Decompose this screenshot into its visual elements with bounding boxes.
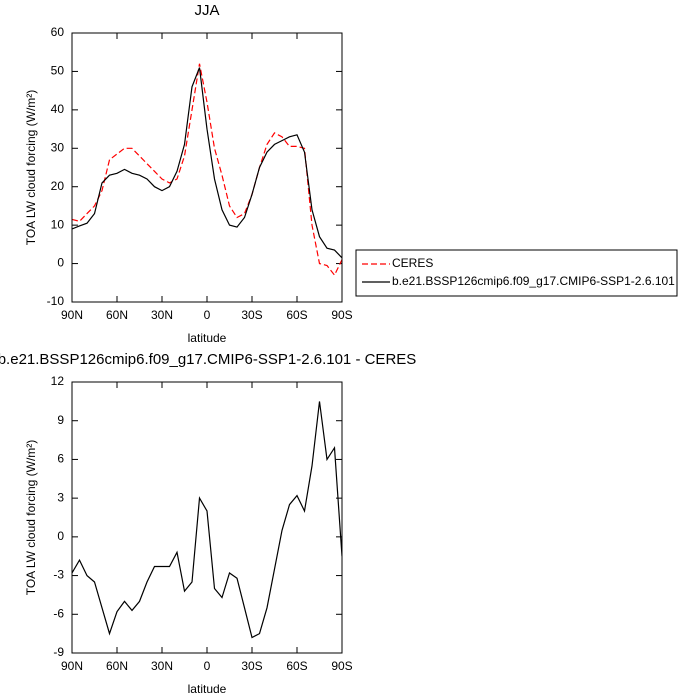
x-tick-label: 90N	[61, 659, 83, 673]
plot-frame	[71, 32, 343, 303]
y-tick-label: 10	[51, 217, 65, 231]
y-axis-label: TOA LW cloud forcing (W/m²)	[24, 90, 38, 246]
x-tick-label: 30N	[151, 659, 173, 673]
x-tick-label: 60S	[286, 659, 307, 673]
y-tick-label: 60	[51, 25, 65, 39]
y-tick-label: 50	[51, 64, 65, 78]
y-tick-label: 0	[57, 529, 64, 543]
y-tick-label: -6	[53, 606, 64, 620]
x-tick-label: 90S	[331, 659, 352, 673]
y-tick-label: 6	[57, 452, 64, 466]
line	[72, 401, 342, 639]
y-tick-label: 3	[57, 490, 64, 504]
y-tick-label: -3	[53, 568, 64, 582]
x-tick-label: 0	[204, 308, 211, 322]
y-tick-label: -10	[47, 294, 65, 308]
x-tick-label: 60S	[286, 308, 307, 322]
legend-box	[355, 249, 678, 297]
x-tick-label: 60N	[106, 659, 128, 673]
line	[72, 67, 342, 259]
y-axis-label: TOA LW cloud forcing (W/m²)	[24, 440, 38, 596]
x-tick-label: 30N	[151, 308, 173, 322]
line	[72, 63, 342, 277]
x-tick-label: 30S	[241, 659, 262, 673]
legend-label: CERES	[392, 256, 433, 270]
x-tick-label: 30S	[241, 308, 262, 322]
plot-frame	[71, 381, 343, 654]
x-axis-label: latitude	[188, 682, 227, 696]
x-tick-label: 90N	[61, 308, 83, 322]
y-tick-label: 0	[57, 256, 64, 270]
y-tick-label: 30	[51, 140, 65, 154]
legend-label: b.e21.BSSP126cmip6.f09_g17.CMIP6-SSP1-2.…	[392, 274, 675, 288]
x-axis-label: latitude	[188, 331, 227, 345]
x-tick-label: 60N	[106, 308, 128, 322]
y-tick-label: 20	[51, 179, 65, 193]
chart-title: JJA	[194, 2, 219, 19]
chart-title: b.e21.BSSP126cmip6.f09_g17.CMIP6-SSP1-2.…	[0, 351, 416, 368]
y-tick-label: -9	[53, 645, 64, 659]
x-tick-label: 90S	[331, 308, 352, 322]
y-tick-label: 12	[51, 374, 65, 388]
y-tick-label: 40	[51, 102, 65, 116]
y-tick-label: 9	[57, 413, 64, 427]
x-tick-label: 0	[204, 659, 211, 673]
